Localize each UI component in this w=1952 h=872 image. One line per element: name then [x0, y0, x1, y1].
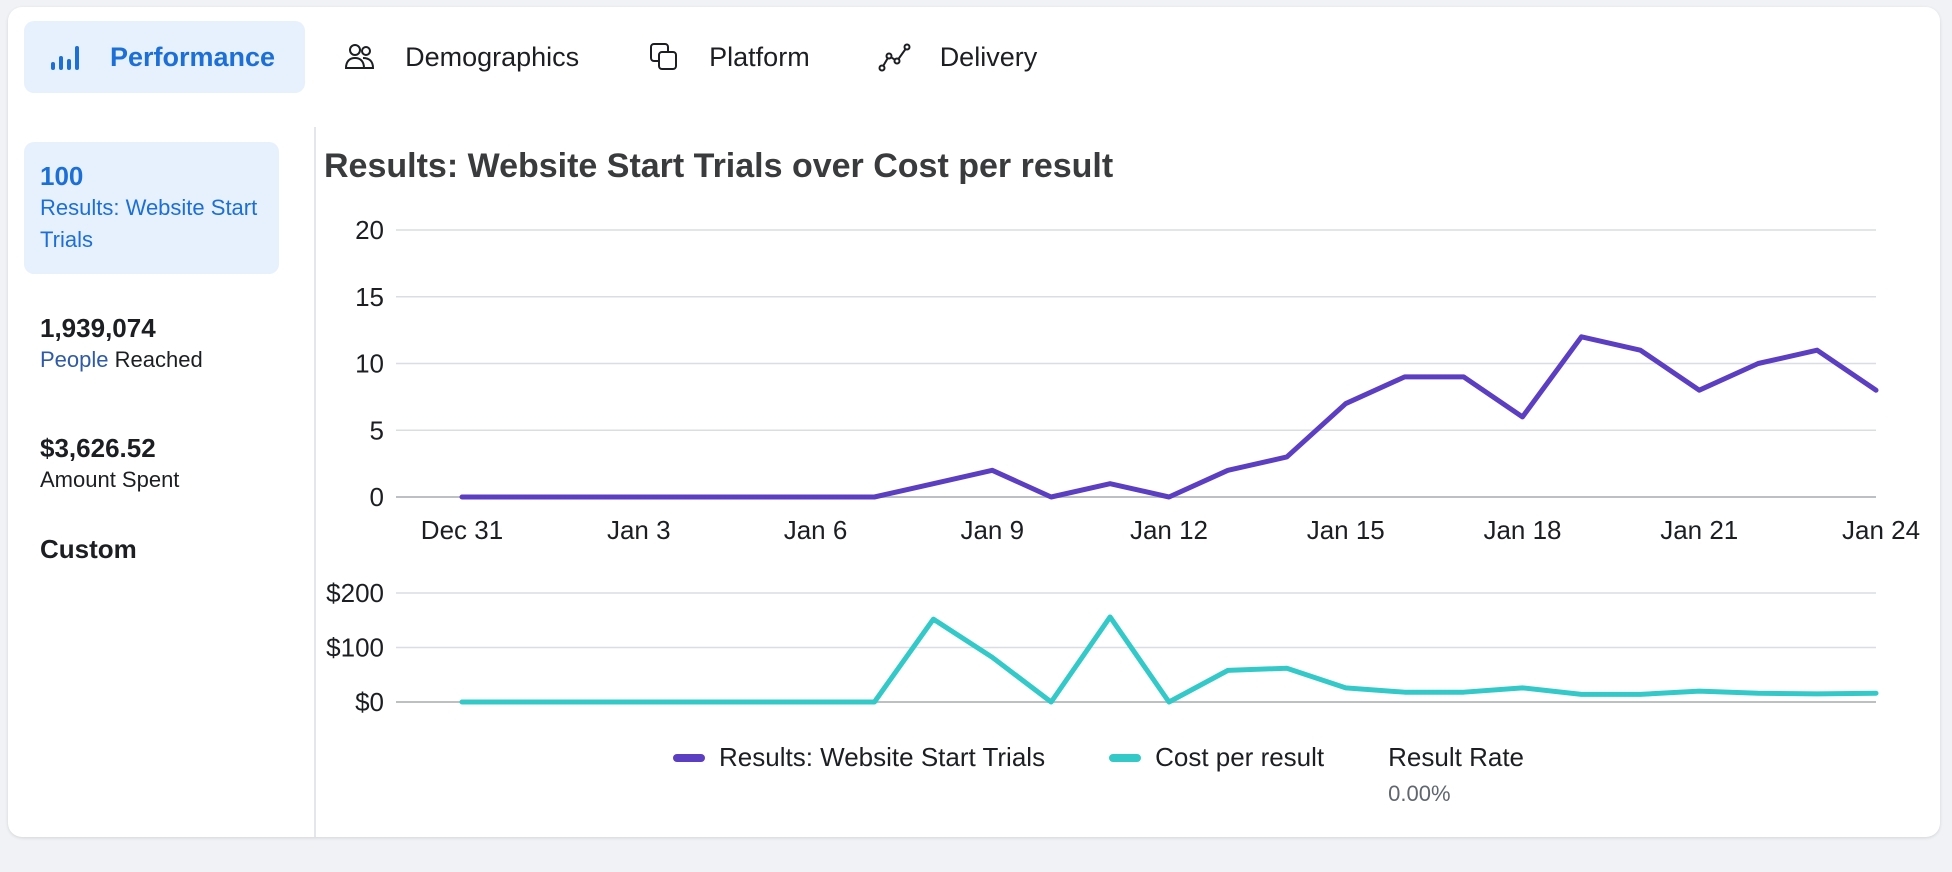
cost-y-tick-label: $0: [355, 687, 384, 717]
tab-delivery-label: Delivery: [939, 41, 1038, 72]
x-tick-label: Jan 18: [1483, 515, 1561, 545]
metrics-sidebar: 100 Results: Website Start Trials 1,939,…: [24, 142, 279, 565]
results-series-line: [459, 334, 1879, 500]
cost-series-line: [459, 614, 1879, 705]
tab-bar: Performance Demographics Platform: [24, 21, 1081, 93]
legend-cost-swatch: [1109, 754, 1142, 762]
metric-results-value: 100: [40, 161, 84, 191]
sidebar-divider: [314, 127, 316, 837]
metric-reach-value: 1,939,074: [40, 313, 156, 343]
legend-rate-value: 0.00%: [1388, 781, 1451, 806]
tab-demographics[interactable]: Demographics: [319, 21, 609, 93]
results-y-tick-label: 20: [355, 215, 384, 245]
insights-card: Performance Demographics Platform: [8, 7, 1940, 837]
bar-chart-icon: [48, 40, 82, 74]
chart-legend: Results: Website Start Trials Cost per r…: [673, 742, 1588, 807]
legend-results-swatch: [673, 754, 705, 762]
metric-reach-label-link[interactable]: People: [40, 347, 109, 372]
metric-results-label: Results: Website Start Trials: [40, 195, 258, 252]
legend-results-label: Results: Website Start Trials: [719, 742, 1046, 772]
x-tick-label: Jan 15: [1307, 515, 1385, 545]
cost-y-tick-label: $200: [326, 578, 384, 608]
x-tick-label: Jan 6: [784, 515, 848, 545]
tab-performance[interactable]: Performance: [24, 21, 306, 93]
x-tick-label: Jan 21: [1660, 515, 1738, 545]
legend-cost[interactable]: Cost per result: [1109, 742, 1324, 807]
results-y-tick-label: 0: [370, 482, 384, 512]
results-y-tick-label: 15: [355, 282, 384, 312]
legend-cost-label: Cost per result: [1155, 742, 1325, 772]
metric-spent-value: $3,626.52: [40, 433, 156, 463]
metric-reach[interactable]: 1,939,074 People Reached: [24, 294, 279, 394]
metric-reach-label-text: Reached: [108, 347, 203, 372]
tab-performance-label: Performance: [110, 41, 276, 72]
people-icon: [343, 40, 377, 74]
tab-delivery[interactable]: Delivery: [854, 21, 1068, 93]
x-tick-label: Jan 9: [960, 515, 1024, 545]
platform-icon: [647, 40, 681, 74]
custom-metric-button[interactable]: Custom: [40, 534, 137, 564]
x-tick-label: Dec 31: [421, 515, 503, 545]
metric-spent-label: Amount Spent: [40, 467, 180, 492]
legend-results[interactable]: Results: Website Start Trials: [673, 742, 1045, 807]
chart-title: Results: Website Start Trials over Cost …: [324, 147, 1114, 185]
metric-spent[interactable]: $3,626.52 Amount Spent: [24, 414, 279, 514]
results-y-tick-label: 5: [370, 415, 384, 445]
x-tick-label: Jan 24: [1842, 515, 1920, 545]
x-tick-label: Jan 12: [1130, 515, 1208, 545]
cost-y-tick-label: $100: [326, 633, 384, 663]
tab-platform[interactable]: Platform: [623, 21, 840, 93]
tab-demographics-label: Demographics: [405, 41, 580, 72]
legend-result-rate: Result Rate 0.00%: [1388, 742, 1524, 807]
metric-reach-label: People Reached: [40, 344, 263, 376]
performance-chart: 0 5 10 15 20 $0 $100 $200 Dec 31 Jan 3 Jan 6 Jan 9 J…: [326, 215, 1920, 717]
legend-rate-label: Result Rate: [1388, 742, 1524, 772]
x-tick-label: Jan 3: [607, 515, 671, 545]
results-y-tick-label: 10: [355, 349, 384, 379]
delivery-icon: [878, 40, 912, 74]
tab-platform-label: Platform: [709, 41, 810, 72]
metric-results[interactable]: 100 Results: Website Start Trials: [24, 142, 279, 274]
